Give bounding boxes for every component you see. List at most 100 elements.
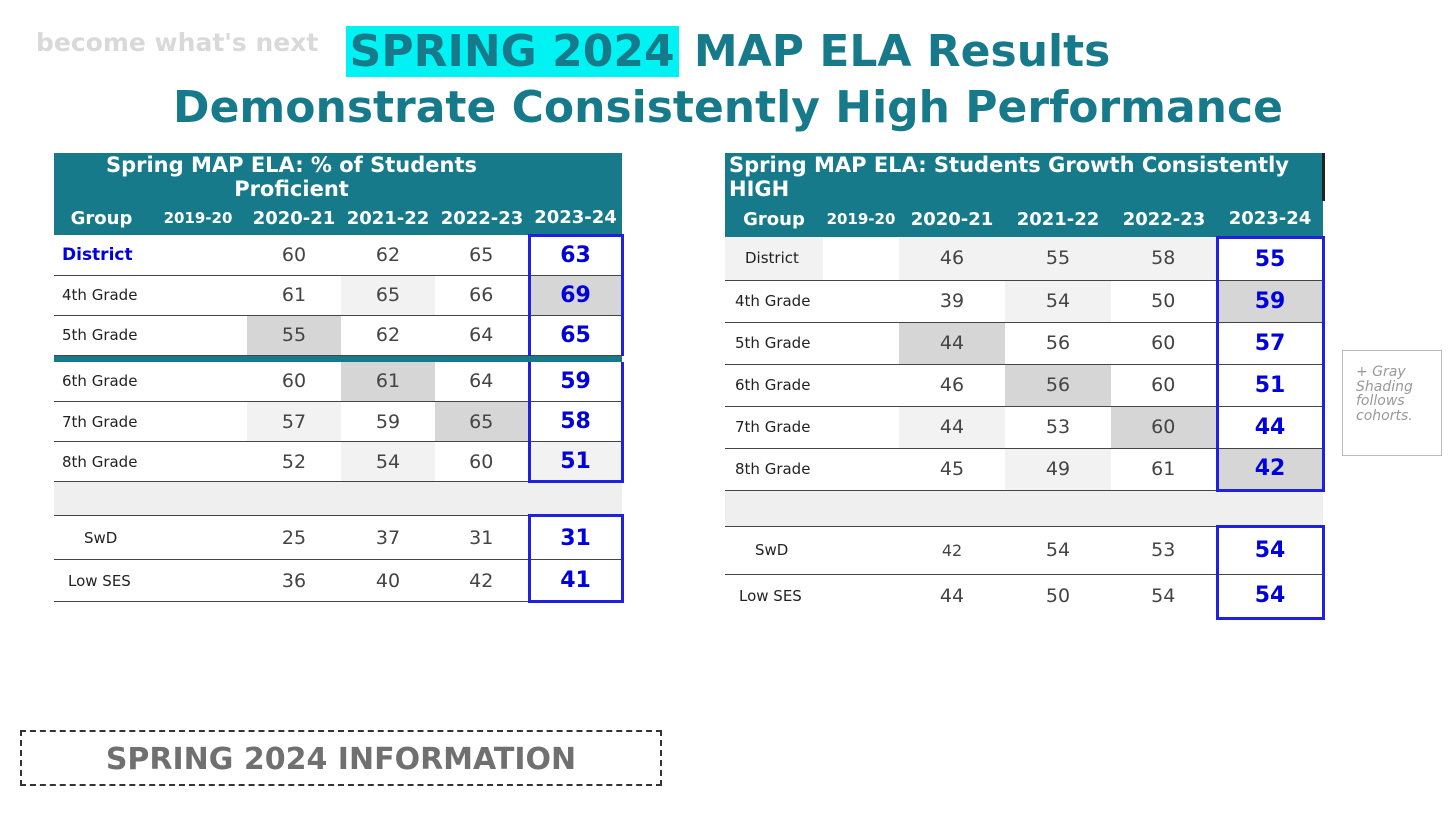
column-header: 2023-24 [1217, 201, 1323, 237]
cell: 58 [1111, 237, 1217, 281]
cell: 64 [435, 361, 529, 402]
table-caption: Spring MAP ELA: Students Growth Consiste… [725, 153, 1325, 201]
column-header: Group [725, 201, 823, 237]
row-label: 6th Grade [54, 361, 149, 402]
column-header: 2020-21 [899, 201, 1005, 237]
cell [823, 526, 899, 575]
cell: 60 [1111, 322, 1217, 365]
cell [149, 315, 247, 356]
column-header: 2023-24 [529, 201, 622, 235]
row-label: SwD [54, 515, 149, 560]
cell [149, 235, 247, 276]
cell: 52 [247, 441, 341, 482]
cell: 60 [1111, 406, 1217, 449]
column-header: 2021-22 [1005, 201, 1111, 237]
cell: 40 [341, 559, 435, 602]
cell-current: 63 [527, 233, 624, 276]
cell: 57 [247, 401, 341, 442]
cell: 62 [341, 235, 435, 276]
column-header: 2019-20 [149, 201, 247, 235]
column-header: 2020-21 [247, 201, 341, 235]
cell: 44 [899, 406, 1005, 449]
cell-current: 59 [1215, 280, 1325, 323]
row-label: 5th Grade [725, 322, 823, 365]
spacer-row [54, 481, 622, 516]
row-label: District [54, 235, 149, 276]
cell: 39 [899, 280, 1005, 323]
cell [149, 559, 247, 602]
cell-current: 59 [527, 361, 624, 402]
cell: 60 [247, 235, 341, 276]
cell: 64 [435, 315, 529, 356]
cell: 66 [435, 275, 529, 316]
cell: 37 [341, 515, 435, 560]
cell [149, 361, 247, 402]
title-line-1: SPRING 2024 MAP ELA Results [0, 26, 1456, 77]
row-label: 4th Grade [54, 275, 149, 316]
cell: 53 [1111, 526, 1217, 575]
table-row: Low SES 44 50 54 54 [725, 574, 1325, 620]
cell: 60 [1111, 364, 1217, 407]
cell: 45 [899, 448, 1005, 491]
row-label: 4th Grade [725, 280, 823, 323]
cell [823, 574, 899, 618]
cell: 42 [435, 559, 529, 602]
cell: 25 [247, 515, 341, 560]
cell: 50 [1045, 585, 1071, 608]
row-label: SwD [725, 526, 823, 575]
cell: 46 [899, 364, 1005, 407]
table-caption: Spring MAP ELA: % of Students Proficient [54, 153, 529, 201]
cell-current: 54 [1215, 524, 1325, 575]
column-header: 2022-23 [435, 201, 529, 235]
table-row: SwD 25 37 31 31 [54, 514, 624, 560]
spacer-row [725, 490, 1323, 527]
cell: 54 [1005, 280, 1111, 323]
cohort-note: + Gray Shading follows cohorts. [1342, 350, 1442, 456]
cell: 31 [435, 515, 529, 560]
table-row: 7th Grade 44 53 60 44 [725, 406, 1325, 449]
row-label: Low SES [54, 559, 149, 602]
row-label: District [725, 237, 823, 281]
table-row: 8th Grade 52 54 60 51 [54, 441, 624, 483]
cell: 65 [341, 275, 435, 316]
cell: 55 [247, 315, 341, 356]
table-row: SwD 42 54 53 54 [725, 524, 1325, 575]
title-line-1-rest: MAP ELA Results [678, 26, 1111, 77]
cell: 49 [1005, 448, 1111, 491]
cell [823, 237, 899, 281]
info-box: SPRING 2024 INFORMATION [20, 730, 662, 786]
cell-current: 44 [1215, 406, 1325, 449]
column-header: 2021-22 [341, 201, 435, 235]
table-row: 5th Grade 44 56 60 57 [725, 322, 1325, 365]
cell-current: 57 [1215, 322, 1325, 365]
cell [823, 406, 899, 449]
cell-current: 69 [527, 275, 624, 316]
proficiency-table: Spring MAP ELA: % of Students Proficient… [54, 153, 624, 603]
row-label: 7th Grade [54, 401, 149, 442]
cell [823, 280, 899, 323]
table-row: 4th Grade 61 65 66 69 [54, 275, 624, 316]
cell: 42 [899, 526, 1005, 575]
cell: 61 [247, 275, 341, 316]
table-row: 6th Grade 60 61 64 59 [54, 361, 624, 402]
cell: 56 [1005, 322, 1111, 365]
cell [149, 401, 247, 442]
cell: 61 [341, 361, 435, 402]
row-label: 8th Grade [54, 441, 149, 482]
row-label: 6th Grade [725, 364, 823, 407]
cell-current: 65 [527, 315, 624, 356]
table-row: Low SES 36 40 42 41 [54, 559, 624, 603]
tagline: become what's next [36, 28, 319, 57]
growth-table: Spring MAP ELA: Students Growth Consiste… [725, 153, 1325, 620]
column-header: 2022-23 [1111, 201, 1217, 237]
table-row: 5th Grade 55 62 64 65 [54, 315, 624, 356]
cell: 61 [1111, 448, 1217, 491]
cell-current: 51 [527, 441, 624, 483]
cell: 55 [1005, 237, 1111, 281]
row-label: Low SES [739, 587, 802, 606]
cell: 56 [1005, 364, 1111, 407]
cell: 54 [1005, 526, 1111, 575]
cell: 54 [1151, 585, 1176, 608]
cell: 60 [435, 441, 529, 482]
table-row: 8th Grade 45 49 61 42 [725, 448, 1325, 492]
